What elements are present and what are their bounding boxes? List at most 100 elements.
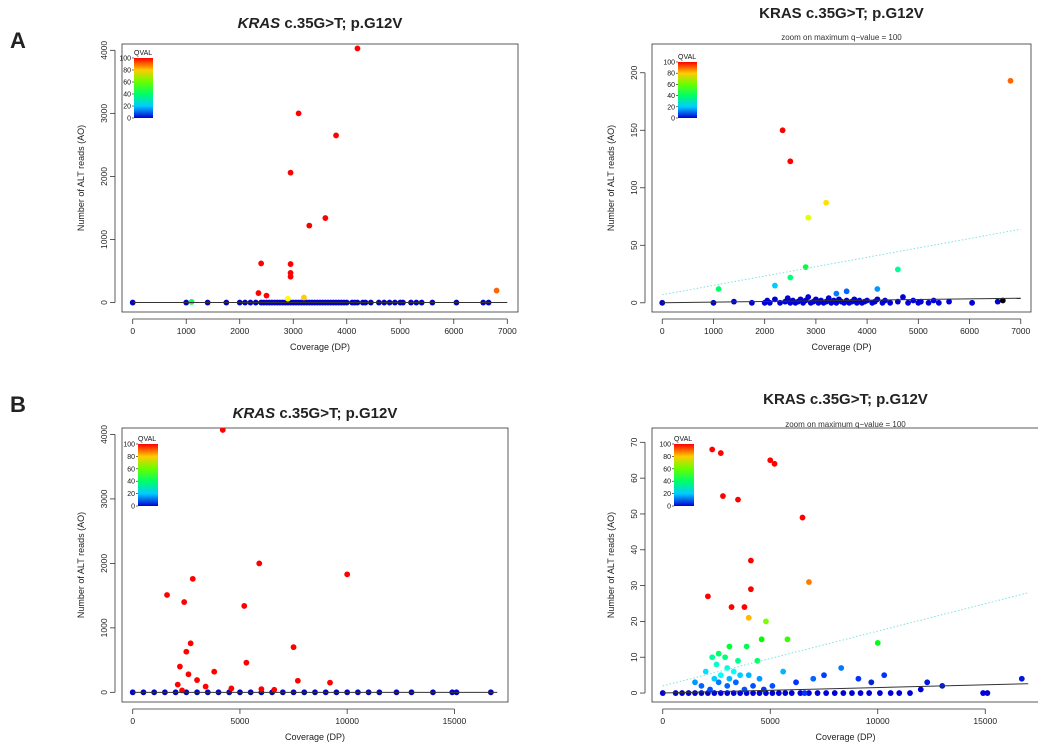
data-point [874,296,881,303]
data-point [756,690,763,696]
data-point [946,298,952,305]
data-point [806,579,812,585]
data-point [763,618,769,625]
data-point [333,132,339,139]
data-point [287,261,294,267]
data-point [271,686,278,693]
data-point [999,297,1006,304]
data-point [344,571,351,578]
data-point [784,295,791,302]
x-tick-label: 6000 [444,326,463,336]
data-point [707,686,713,693]
y-tick-label: 2000 [99,167,109,186]
data-point [843,288,850,295]
colorbar-tick-label: 80 [663,454,671,461]
data-point [793,679,799,686]
data-point [750,682,756,689]
colorbar-tick-label: 0 [127,116,131,123]
x-tick-label: 1000 [704,326,723,336]
panel-label-b: B [10,392,26,417]
data-point [255,290,262,296]
x-tick-label: 0 [660,716,665,726]
chart-subtitle: zoom on maximum q−value = 100 [785,420,906,429]
x-tick-label: 0 [130,716,135,726]
y-tick-label: 0 [99,300,109,305]
data-point [910,297,917,304]
fit-line [662,297,1021,304]
colorbar-tick-label: 100 [123,442,135,449]
plot-frame [121,427,509,703]
x-tick-label: 5000 [391,326,410,336]
y-tick-label: 70 [629,437,639,447]
data-point [732,679,739,686]
data-point [782,690,789,696]
data-layer [129,45,508,306]
data-point [838,665,845,671]
data-point [805,294,812,300]
y-tick-label: 150 [629,123,639,137]
chart-B-right: KRAS c.35G>T; p.G12V zoom on maximum q−va… [606,391,1038,742]
data-point [710,299,717,306]
data-point [787,158,794,165]
data-point [177,663,183,670]
data-point [301,294,307,301]
chart-title-rest: c.35G>T; p.G12V [275,405,397,422]
data-point [894,266,901,273]
data-point [715,679,722,686]
data-point [900,294,906,300]
data-point [994,298,1001,305]
data-point [924,679,931,686]
colorbar-tick-label: 0 [667,504,671,511]
data-layer [129,428,498,696]
data-point [784,636,791,643]
data-point [698,690,705,696]
data-point [295,110,302,117]
x-tick-label: 1000 [177,326,196,336]
data-point [984,690,991,696]
colorbar-tick-label: 60 [667,82,675,89]
data-point [801,690,808,696]
data-point [189,575,196,582]
x-tick-label: 6000 [960,326,979,336]
x-tick-label: 15000 [973,716,997,726]
data-point [713,661,720,668]
colorbar [678,62,697,118]
y-tick-label: 2000 [99,554,109,573]
data-point [868,679,875,686]
x-tick-label: 10000 [335,716,359,726]
colorbar-title: QVAL [138,436,156,443]
data-point [748,557,754,564]
colorbar-tick-label: 20 [667,104,675,111]
y-tick-label: 10 [629,652,639,662]
data-point [322,215,329,221]
data-point [823,690,830,696]
colorbar-tick-label: 60 [123,80,131,87]
data-point [810,675,817,682]
data-point [831,690,838,696]
x-axis-label: Coverage (DP) [290,342,350,352]
data-point [750,690,756,696]
data-point [709,654,716,661]
data-point [779,127,786,134]
colorbar-tick-label: 0 [671,116,675,123]
chart-title: KRAS c.35G>T; p.G12V [763,391,928,408]
colorbar [134,58,153,118]
x-axis-label: Coverage (DP) [811,342,871,352]
data-point [187,640,194,647]
chart-title-gene: KRAS [238,15,281,32]
data-point [1007,77,1014,84]
data-point [833,290,840,297]
threshold-line [662,228,1021,296]
colorbar-tick-label: 80 [667,71,675,78]
colorbar-tick-label: 80 [127,454,135,461]
data-point [866,690,873,696]
data-point [743,643,750,650]
data-point [183,648,190,655]
data-point [174,681,181,688]
y-axis-label: Number of ALT reads (AO) [76,125,86,231]
chart-A-right: KRAS c.35G>T; p.G12V zoom on maximum q−va… [606,5,1032,352]
colorbar-tick-label: 80 [123,68,131,75]
